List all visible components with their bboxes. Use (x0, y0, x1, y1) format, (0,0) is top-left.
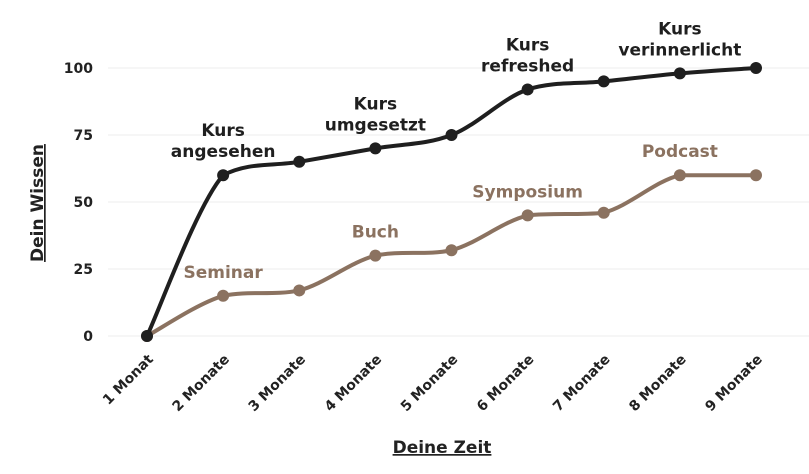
data-point (597, 206, 610, 219)
series-1 (141, 169, 762, 342)
y-tick-label: 25 (74, 262, 93, 278)
data-point (445, 244, 458, 257)
data-point (369, 249, 382, 262)
data-point (217, 169, 230, 182)
annotation-label: umgesetzt (325, 115, 426, 135)
x-axis-title: Deine Zeit (393, 438, 492, 458)
annotation-label: Kurs (201, 121, 244, 141)
series-layer (141, 62, 762, 342)
x-axis-ticks: 1 Monat 2 Monate 3 Monate 4 Monate 5 Monate 6… (100, 351, 766, 415)
data-point (750, 62, 762, 74)
y-tick-label: 50 (74, 195, 94, 211)
x-tick-label: 4 Monate (322, 352, 385, 415)
annotation-label: Kurs (354, 94, 397, 114)
data-point (141, 330, 153, 342)
annotation-label: Buch (352, 223, 399, 243)
annotation-label: Seminar (183, 263, 263, 283)
annotation-label: Symposium (472, 182, 583, 202)
grid-lines (108, 67, 809, 337)
x-tick-label: 3 Monate (246, 352, 309, 415)
x-tick-label: 9 Monate (702, 352, 765, 415)
data-point (673, 67, 686, 80)
x-tick-label: 1 Monat (100, 351, 157, 408)
y-tick-label: 100 (64, 61, 93, 77)
x-tick-label: 5 Monate (398, 352, 461, 415)
x-tick-label: 7 Monate (550, 352, 613, 415)
annotation-label: Kurs (658, 19, 701, 39)
data-point (369, 142, 382, 155)
x-tick-label: 6 Monate (474, 352, 537, 415)
annotation-label: angesehen (171, 142, 276, 162)
y-axis-ticks: 0 25 50 75 100 (64, 61, 93, 345)
x-tick-label: 2 Monate (169, 352, 232, 415)
data-point (445, 129, 458, 141)
data-point (521, 83, 534, 96)
data-point (293, 155, 306, 168)
data-point (673, 169, 686, 182)
annotations: KursangesehenKursumgesetztKursrefreshedK… (171, 19, 742, 282)
annotation-label: refreshed (481, 56, 574, 76)
y-axis-title: Dein Wissen (28, 144, 48, 262)
annotation-label: Podcast (642, 142, 718, 162)
y-tick-label: 0 (83, 329, 93, 345)
data-point (597, 75, 610, 88)
annotation-label: verinnerlicht (618, 40, 741, 60)
data-point (217, 289, 230, 302)
series-0 (141, 62, 762, 342)
annotation-label: Kurs (506, 35, 549, 55)
data-point (293, 284, 306, 297)
data-point (521, 209, 534, 222)
data-point (750, 169, 762, 182)
x-tick-label: 8 Monate (626, 352, 689, 415)
y-tick-label: 75 (74, 128, 93, 144)
